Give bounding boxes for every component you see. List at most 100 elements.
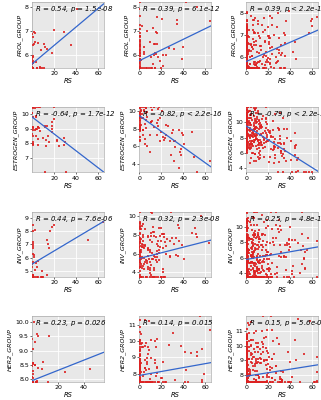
Point [244, 124, 249, 130]
Point [43, 136, 48, 143]
Point [244, 62, 249, 69]
Point [253, 274, 258, 280]
Point [244, 244, 249, 251]
Point [251, 271, 256, 277]
Point [246, 274, 251, 280]
Point [245, 262, 250, 268]
Point [244, 64, 249, 71]
Point [244, 347, 249, 354]
Point [248, 379, 253, 385]
Point [245, 378, 250, 385]
Point [274, 46, 280, 52]
Point [308, 18, 313, 24]
Point [189, 128, 194, 135]
Point [265, 32, 271, 39]
Point [267, 56, 273, 62]
Point [140, 223, 145, 230]
Point [145, 344, 150, 350]
Point [244, 220, 249, 227]
Point [137, 379, 142, 385]
Point [261, 136, 266, 142]
Point [143, 258, 148, 265]
Point [250, 379, 255, 385]
Point [143, 136, 148, 143]
Point [244, 64, 249, 71]
Point [244, 136, 249, 143]
Point [137, 247, 143, 253]
Point [247, 218, 252, 225]
Point [148, 119, 153, 126]
Point [253, 106, 258, 113]
Point [244, 379, 249, 385]
Point [245, 379, 250, 385]
Point [150, 255, 155, 262]
Point [144, 379, 149, 385]
Point [245, 64, 250, 71]
Point [168, 253, 173, 259]
Point [244, 373, 249, 379]
Point [30, 142, 35, 148]
Point [249, 53, 254, 60]
Point [251, 64, 256, 71]
Point [152, 104, 157, 111]
Point [200, 376, 205, 383]
Point [244, 379, 249, 385]
Point [253, 360, 258, 367]
Point [276, 229, 281, 235]
Point [258, 131, 263, 138]
Point [244, 358, 249, 364]
Point [284, 274, 289, 280]
Point [267, 255, 272, 262]
Point [244, 64, 249, 71]
Point [245, 45, 250, 52]
Point [251, 367, 256, 374]
Point [147, 132, 152, 138]
Point [137, 236, 142, 242]
X-axis label: RS: RS [278, 392, 287, 398]
Point [245, 376, 250, 383]
Point [290, 236, 295, 243]
Point [139, 122, 144, 128]
Point [248, 266, 254, 273]
Point [245, 379, 250, 385]
Point [256, 372, 261, 378]
Point [31, 58, 36, 64]
Point [254, 268, 259, 275]
Point [138, 377, 143, 383]
Point [251, 274, 256, 280]
Point [250, 133, 255, 140]
Y-axis label: HER2_GROUP: HER2_GROUP [120, 328, 126, 371]
Point [265, 249, 270, 256]
Point [137, 374, 142, 380]
Point [245, 265, 250, 272]
Point [279, 379, 284, 385]
Point [30, 110, 35, 116]
Point [244, 34, 249, 40]
Point [252, 64, 257, 71]
Point [137, 241, 142, 247]
Point [251, 379, 256, 385]
Point [244, 374, 249, 381]
Point [245, 64, 250, 71]
Point [154, 364, 160, 370]
Point [246, 268, 251, 274]
Point [46, 133, 51, 140]
Point [244, 113, 249, 120]
Point [249, 379, 254, 385]
Point [144, 109, 149, 115]
Point [245, 379, 250, 385]
Point [252, 118, 257, 124]
Point [254, 110, 259, 116]
Point [142, 51, 147, 57]
Point [299, 230, 305, 237]
Point [253, 38, 258, 44]
Point [245, 379, 250, 385]
Point [245, 368, 250, 375]
Point [246, 64, 251, 70]
Point [30, 64, 35, 71]
Point [251, 274, 256, 280]
Point [252, 241, 257, 247]
Point [244, 274, 249, 280]
Point [244, 48, 249, 54]
Point [256, 58, 261, 65]
